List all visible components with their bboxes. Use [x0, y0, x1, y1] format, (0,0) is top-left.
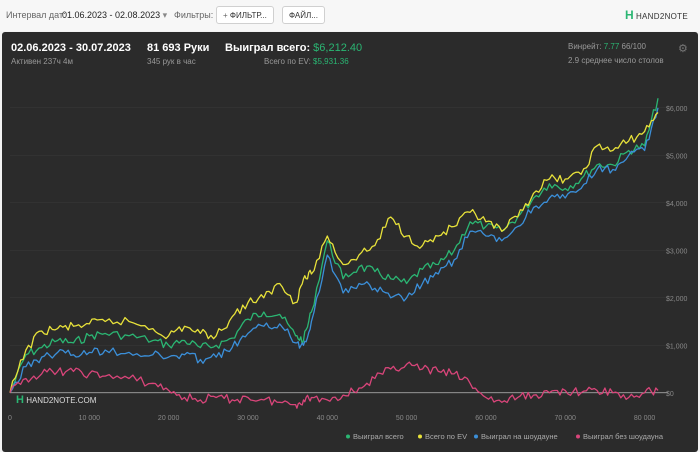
y-tick-label: $3,000 [666, 248, 688, 255]
legend-item[interactable]: Всего по EV [425, 432, 467, 441]
filter-button[interactable]: + ФИЛЬТР... [216, 6, 274, 24]
h2n-logo-icon: H [624, 8, 634, 22]
file-button[interactable]: ФАЙЛ... [282, 6, 325, 24]
y-tick-label: $2,000 [666, 296, 688, 303]
x-tick-label: 30 000 [237, 415, 259, 422]
y-tick-label: $0 [666, 391, 674, 398]
x-tick-label: 70 000 [555, 415, 577, 422]
x-tick-label: 50 000 [396, 415, 418, 422]
legend-item[interactable]: Выиграл на шоудауне [481, 432, 558, 441]
y-tick-label: $1,000 [666, 343, 688, 350]
hands-count: 81 693 Руки [147, 42, 210, 54]
series-line [9, 107, 659, 394]
settings-icon[interactable]: ⚙ [678, 43, 688, 55]
y-tick-label: $4,000 [666, 201, 688, 208]
series-line [9, 98, 659, 394]
y-tick-label: $5,000 [666, 153, 688, 160]
y-tick-label: $6,000 [666, 106, 688, 113]
filter-bar: Интервал дат: 01.06.2023 - 02.08.2023 ▾ … [0, 0, 700, 31]
brand-logo: H HAND2NOTE [624, 8, 688, 22]
chevron-down-icon: ▾ [162, 10, 168, 20]
date-interval-label: Интервал дат: [6, 10, 66, 20]
filters-label: Фильтры: [174, 10, 214, 20]
legend-item[interactable]: Выиграл без шоудауна [583, 432, 664, 441]
graph-panel: 02.06.2023 - 30.07.2023 Активен 237ч 4м … [2, 32, 698, 452]
plus-icon: + [223, 11, 228, 20]
series-line [9, 112, 659, 393]
x-tick-label: 40 000 [317, 415, 339, 422]
h2n-logo-icon: H [16, 394, 24, 406]
ev-total: Всего по EV: $5,931.36 [264, 57, 349, 66]
x-tick-label: 20 000 [158, 415, 180, 422]
x-tick-label: 10 000 [79, 415, 101, 422]
hands-per-hour: 345 рук в час [147, 57, 196, 66]
legend-marker [418, 434, 422, 439]
won-total: Выиграл всего: $6,212.40 [225, 42, 363, 54]
winrate: Винрейт: 7.77 66/100 [568, 42, 646, 51]
legend-marker [576, 434, 580, 439]
date-interval-select[interactable]: 01.06.2023 - 02.08.2023 ▾ [62, 10, 168, 20]
avg-tables: 2.9 среднее число столов [568, 56, 664, 65]
series-line [9, 361, 659, 409]
watermark: H HAND2NOTE.COM [16, 394, 97, 406]
period-text: 02.06.2023 - 30.07.2023 [11, 42, 131, 54]
legend-marker [346, 434, 350, 439]
bankroll-chart: 0 10 000 20 000 30 000 40 000 50 000 60 000 70 … [8, 98, 688, 441]
x-tick-label: 80 000 [634, 415, 656, 422]
active-time: Активен 237ч 4м [11, 57, 73, 66]
legend-item[interactable]: Выиграл всего [353, 432, 404, 441]
legend-marker [474, 434, 478, 439]
x-tick-label: 60 000 [475, 415, 497, 422]
x-tick-label: 0 [8, 415, 12, 422]
